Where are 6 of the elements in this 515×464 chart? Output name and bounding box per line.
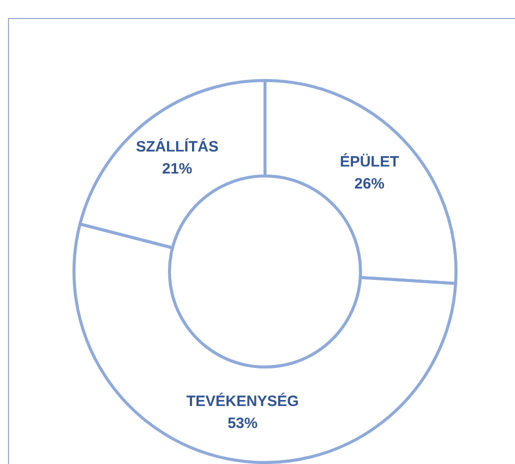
- slice-label: ÉPÜLET: [340, 152, 400, 171]
- slice-label: SZÁLLÍTÁS: [136, 137, 218, 156]
- data-label: 21%: [162, 160, 192, 178]
- data-label: 26%: [354, 176, 384, 193]
- data-label: 53%: [228, 415, 258, 432]
- slice-label: TEVÉKENYSÉG: [186, 392, 299, 410]
